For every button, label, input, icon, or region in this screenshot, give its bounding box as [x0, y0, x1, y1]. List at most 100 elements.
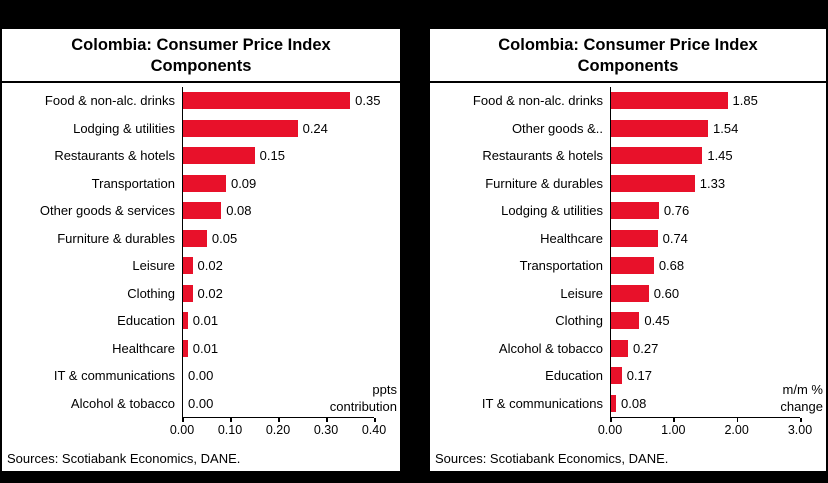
axis-tick-label: 0.40	[361, 423, 387, 438]
value-label: 1.45	[707, 148, 733, 164]
bar-track: 0.17	[610, 362, 800, 390]
bar	[183, 257, 193, 275]
value-label: 0.08	[226, 203, 252, 219]
chart-row: Lodging & utilities 0.76	[430, 197, 826, 225]
bar-track: 0.09	[182, 169, 374, 198]
category-label: Other goods & services	[39, 203, 175, 219]
axis-annotation: ppts contribution	[330, 382, 397, 416]
chart-panel-right: Colombia: Consumer Price Index Components…	[430, 29, 826, 471]
chart-title-line: Colombia: Consumer Price Index	[498, 36, 758, 54]
axis-tick-label: 0.20	[265, 423, 291, 438]
bar-track: 0.00	[182, 389, 374, 418]
bar	[183, 229, 207, 247]
category-label: Alcohol & tobacco	[70, 395, 175, 411]
value-label: 0.35	[355, 93, 381, 109]
chart-title: Colombia: Consumer Price Index Components	[430, 29, 826, 84]
category-label: Healthcare	[112, 340, 175, 356]
bar-track: 0.35	[182, 87, 380, 115]
chart-row: Food & non-alc. drinks 0.35	[2, 87, 400, 115]
bar	[183, 92, 351, 110]
bar-track: 0.76	[610, 197, 800, 225]
bar-track: 0.02	[182, 279, 374, 308]
chart-row: Healthcare 0.74	[430, 224, 826, 253]
value-label: 0.00	[188, 395, 214, 411]
chart-title-line: Components	[577, 57, 679, 76]
value-label: 0.00	[188, 368, 214, 384]
axis-tick	[326, 418, 328, 423]
bar-track: 0.15	[182, 142, 374, 170]
page-frame: Colombia: Consumer Price Index Components…	[2, 29, 826, 471]
category-label: Furniture & durables	[485, 175, 603, 191]
bar	[611, 284, 649, 302]
axis-annotation-line: change	[780, 399, 823, 415]
chart-row: Lodging & utilities 0.24	[2, 114, 400, 143]
axis-tick	[736, 418, 739, 423]
bar	[611, 202, 659, 220]
bar	[183, 147, 255, 165]
bar	[611, 92, 728, 110]
value-label: 0.45	[644, 313, 670, 329]
bar	[611, 147, 703, 165]
axis-tick-label: 0.00	[597, 423, 623, 438]
bar	[611, 367, 622, 385]
category-label: Alcohol & tobacco	[498, 340, 603, 356]
category-label: Transportation	[519, 258, 603, 274]
bar	[183, 174, 226, 192]
bar	[183, 339, 188, 357]
bar-track: 0.01	[182, 307, 374, 335]
value-label: 0.02	[197, 258, 223, 274]
bar-track: 0.08	[610, 389, 800, 418]
axis-annotation: m/m % change	[780, 382, 823, 416]
category-label: Healthcare	[540, 230, 603, 246]
value-label: 0.60	[653, 285, 680, 301]
axis-tick	[610, 418, 612, 423]
chart-row: Furniture & durables 1.33	[430, 169, 826, 198]
bar-track: 0.74	[610, 224, 800, 253]
chart-title-line: Components	[150, 57, 252, 76]
category-label: Clothing	[127, 285, 175, 301]
chart-row: Food & non-alc. drinks 1.85	[430, 87, 826, 115]
bar-track: 0.00	[182, 362, 374, 390]
category-label: Furniture & durables	[57, 230, 175, 246]
category-label: Leisure	[132, 258, 175, 274]
value-label: 1.33	[699, 175, 726, 191]
bar	[611, 229, 658, 247]
value-label: 0.15	[259, 148, 285, 164]
bar	[183, 119, 298, 137]
value-label: 0.01	[192, 313, 219, 329]
chart-row: Alcohol & tobacco 0.00	[2, 389, 400, 418]
category-label: Transportation	[91, 175, 175, 191]
axis-tick-label: 0.10	[217, 423, 243, 438]
axis-tick	[278, 418, 280, 423]
bar	[611, 312, 640, 330]
axis-tick	[374, 418, 376, 423]
bar	[183, 202, 222, 220]
category-label: Education	[545, 368, 603, 384]
axis-tick	[182, 418, 184, 423]
bar	[611, 339, 628, 357]
chart-title-line: Colombia: Consumer Price Index	[71, 36, 331, 54]
bar-track: 0.08	[182, 197, 374, 225]
axis-tick-label: 3.00	[787, 423, 813, 438]
chart-panel-left: Colombia: Consumer Price Index Components…	[2, 29, 400, 471]
bar	[611, 394, 617, 412]
category-label: Other goods &..	[511, 120, 603, 136]
axis-tick	[230, 418, 232, 423]
axis-tick-label: 2.00	[724, 423, 749, 438]
value-label: 0.68	[658, 258, 685, 274]
value-label: 0.09	[230, 175, 257, 191]
chart-row: Clothing 0.02	[2, 279, 400, 308]
x-axis: 0.00 0.10 0.20 0.30 0.40	[170, 417, 386, 443]
value-label: 1.54	[713, 120, 739, 136]
category-label: Restaurants & hotels	[482, 148, 603, 164]
bar	[611, 257, 654, 275]
bar-track: 0.45	[610, 307, 800, 335]
value-label: 0.08	[621, 395, 647, 411]
axis-annotation-line: ppts	[372, 382, 397, 398]
axis-annotation-line: contribution	[329, 399, 397, 415]
axis-tick	[800, 418, 802, 423]
value-label: 1.85	[732, 93, 758, 109]
x-axis: 0.00 1.00 2.00 3.00	[598, 417, 812, 443]
category-label: Education	[117, 313, 175, 329]
category-label: Food & non-alc. drinks	[44, 93, 175, 109]
